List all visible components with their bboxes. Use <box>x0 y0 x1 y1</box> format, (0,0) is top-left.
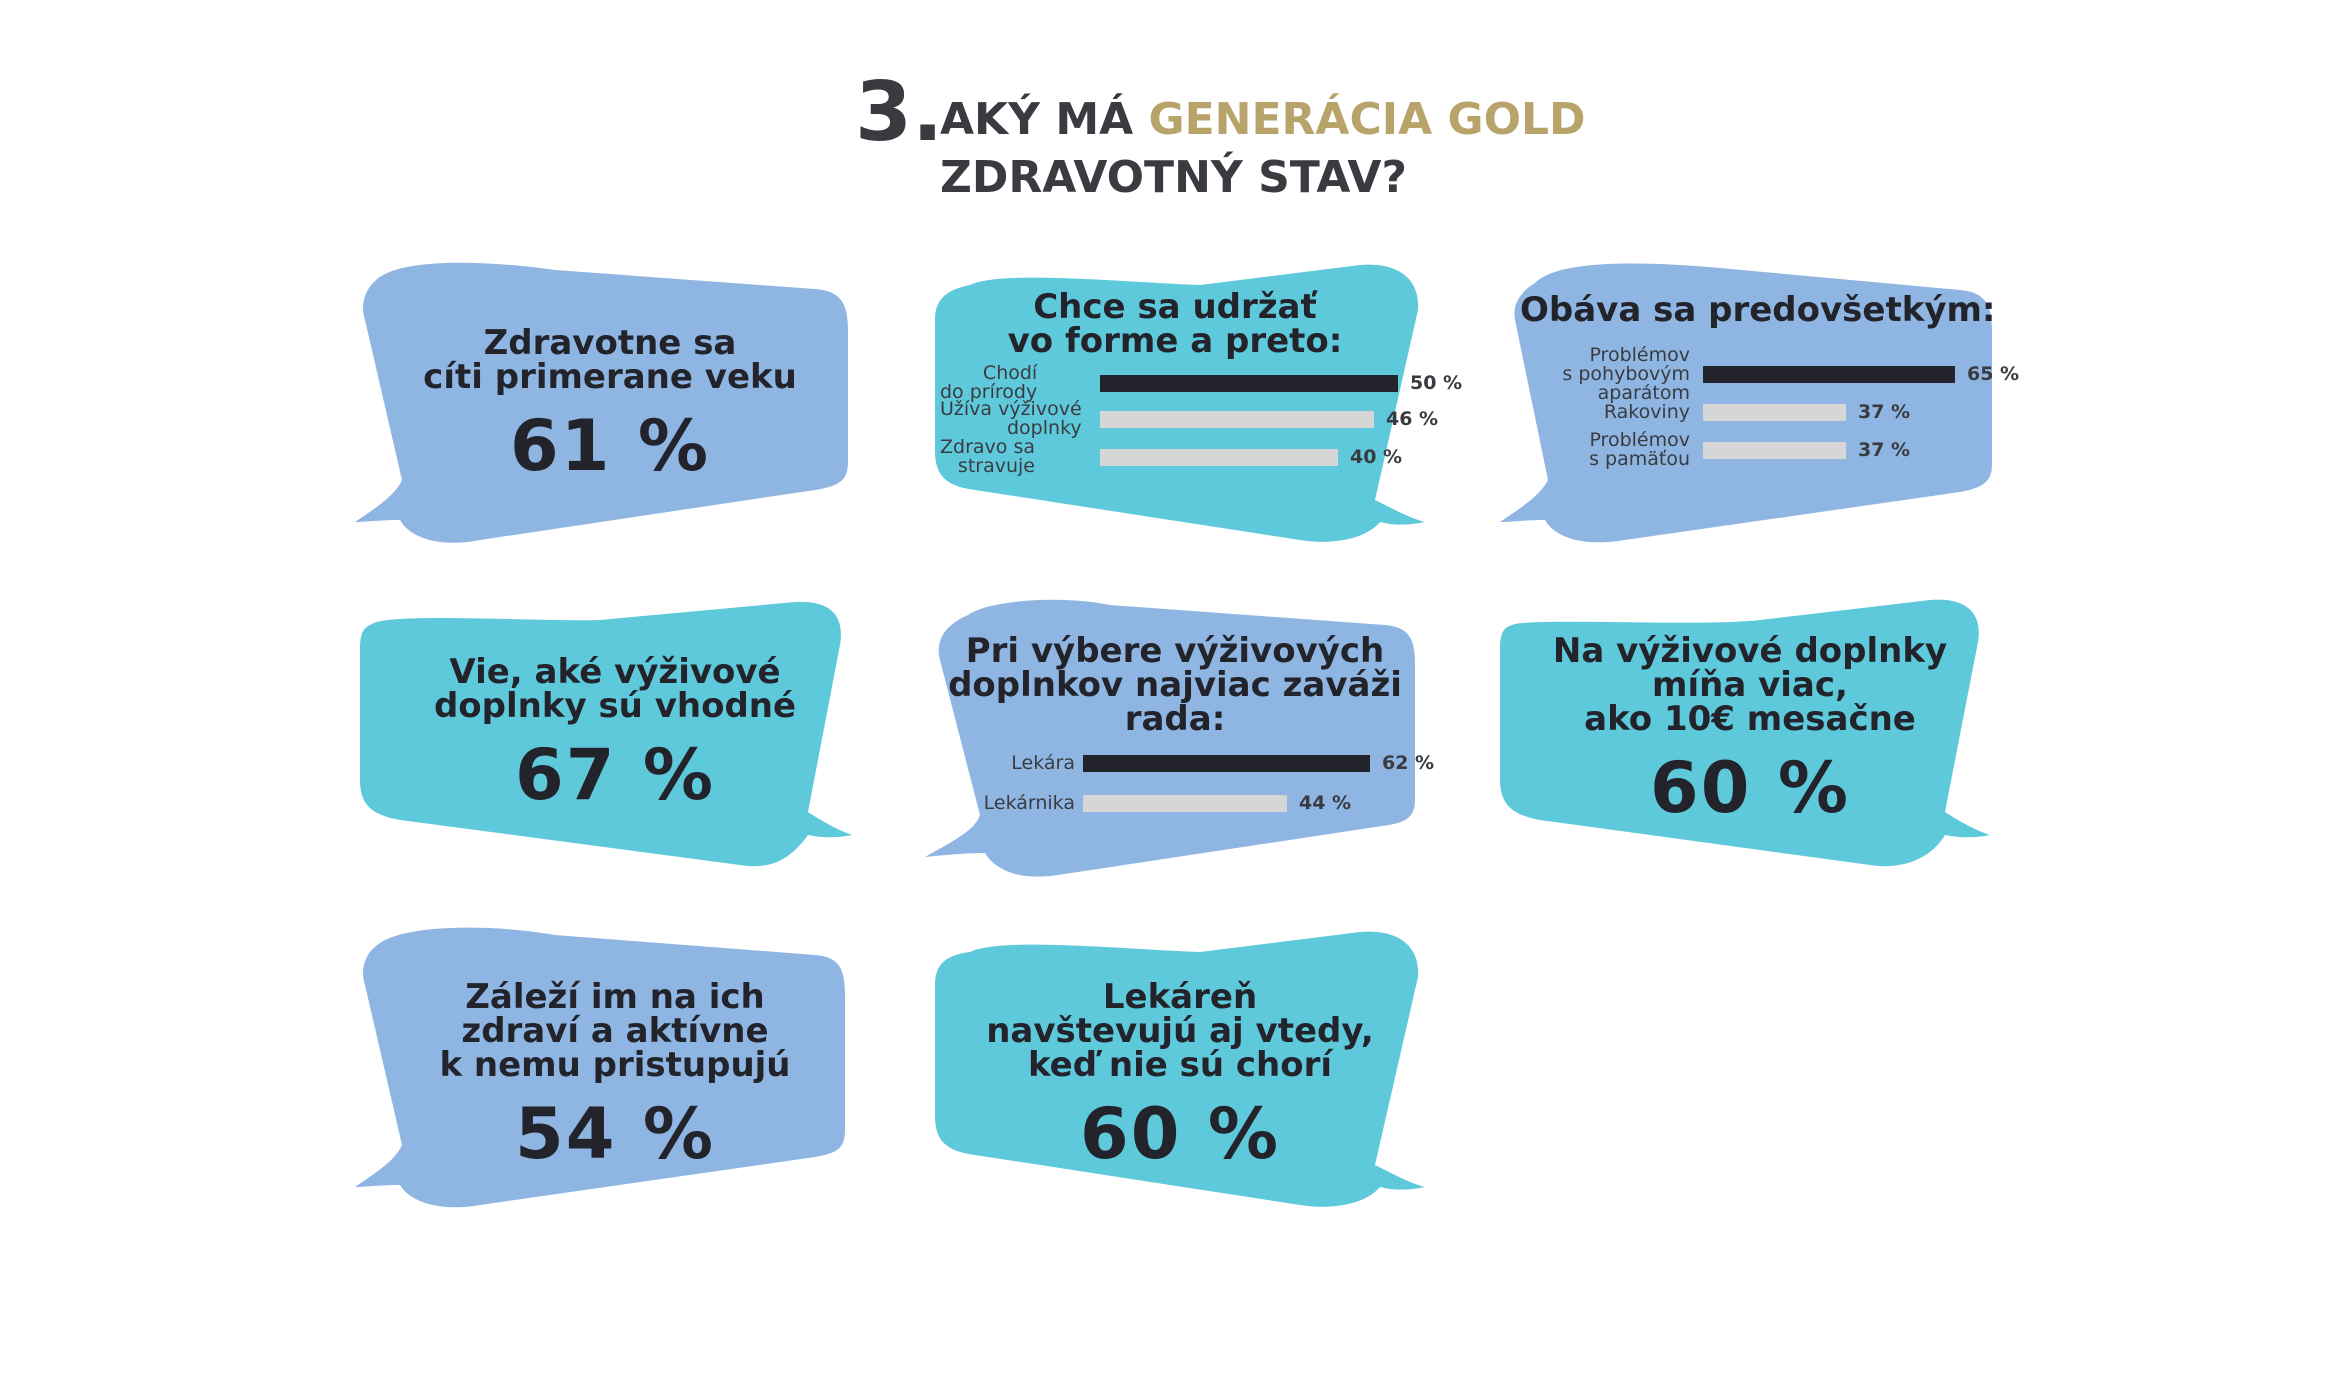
bar-value-label: 46 % <box>1386 408 1439 430</box>
bar-value-label: 50 % <box>1410 372 1463 394</box>
chart-title: Obáva sa predovšetkým: <box>1520 290 1996 330</box>
bar-value-label: 37 % <box>1858 439 1911 461</box>
bar-category-label: Lekára <box>1011 751 1075 774</box>
bar-value-label: 62 % <box>1382 752 1435 774</box>
bubble-c1 <box>355 262 848 543</box>
bar-value-label: 44 % <box>1299 792 1352 814</box>
bubble-c5 <box>925 599 1415 877</box>
bar <box>1083 795 1287 812</box>
stat-value: 61 % <box>510 405 710 487</box>
bar-category-label: Chodí do prírody <box>940 362 1038 403</box>
chart-card-advice: Pri výbere výživových doplnkov najviac z… <box>940 634 1410 736</box>
bar <box>1083 755 1370 772</box>
stat-value: 54 % <box>515 1093 715 1175</box>
bar <box>1703 366 1955 383</box>
bar-category-label: Užíva výživové doplnky <box>940 398 1082 439</box>
stat-card-pharmacy-visits: Lekáreň navštevujú aj vtedy, keď nie sú … <box>960 980 1400 1174</box>
stat-caption: Na výživové doplnky míňa viac, ako 10€ m… <box>1552 631 1948 739</box>
stat-card-health-age: Zdravotne sa cíti primerane veku 61 % <box>395 326 825 486</box>
stat-card-active-health: Záleží im na ich zdraví a aktívne k nemu… <box>395 980 835 1174</box>
bubble-c6 <box>1500 599 1990 867</box>
stat-value: 60 % <box>1080 1093 1280 1175</box>
stat-value: 60 % <box>1650 747 1850 829</box>
bubble-c7 <box>355 927 845 1208</box>
bar <box>1100 411 1374 428</box>
bar-value-label: 37 % <box>1858 401 1911 423</box>
bar-value-label: 65 % <box>1967 363 2020 385</box>
stat-caption: Zdravotne sa cíti primerane veku <box>423 323 797 397</box>
stat-card-supplements-knowledge: Vie, aké výživové doplnky sú vhodné 67 % <box>395 655 835 815</box>
bar-category-label: Zdravo sa stravuje <box>940 436 1035 477</box>
title-number: 3. <box>855 65 944 160</box>
chart-title: Chce sa udržať vo forme a preto: <box>1007 287 1343 361</box>
chart-card-fitness: Chce sa udržať vo forme a preto: <box>940 290 1410 358</box>
bar <box>1703 442 1846 459</box>
bar <box>1100 375 1398 392</box>
bubble-c4 <box>360 601 852 867</box>
bubble-c8 <box>935 931 1425 1207</box>
bar-category-label: Rakoviny <box>1603 400 1690 423</box>
bar <box>1703 404 1846 421</box>
advice-bar-chart: Lekára 62 % Lekárnika 44 % <box>940 750 1434 820</box>
stat-caption: Vie, aké výživové doplnky sú vhodné <box>433 652 797 726</box>
bubble-c2 <box>935 264 1425 542</box>
bubble-c3 <box>1500 263 1992 543</box>
title-line2: ZDRAVOTNÝ STAV? <box>940 152 1408 203</box>
stat-card-spending: Na výživové doplnky míňa viac, ako 10€ m… <box>1530 634 1970 828</box>
bar-category-label: Lekárnika <box>983 791 1075 814</box>
stat-caption: Záleží im na ich zdraví a aktívne k nemu… <box>439 977 791 1085</box>
bar-category-label: Problémov s pamäťou <box>1589 429 1690 470</box>
fitness-bar-chart: Chodí do prírody 50 % Užíva výživové doplnky… <box>940 362 1462 493</box>
bar-value-label: 40 % <box>1350 446 1403 468</box>
concerns-bar-chart: Problémov s pohybovým aparátom 65 % Rakoviny… <box>1520 343 2019 476</box>
chart-card-concerns: Obáva sa predovšetkým: <box>1520 290 1996 330</box>
title-highlight: GENERÁCIA GOLD <box>1148 94 1586 145</box>
stat-caption: Lekáreň navštevujú aj vtedy, keď nie sú … <box>986 977 1374 1085</box>
stat-value: 67 % <box>515 734 715 816</box>
bar-category-label: Problémov s pohybovým aparátom <box>1562 343 1690 404</box>
title-line1: AKÝ MÁ GENERÁCIA GOLD <box>940 94 1586 145</box>
bar <box>1100 449 1338 466</box>
chart-title: Pri výbere výživových doplnkov najviac z… <box>948 631 1402 739</box>
